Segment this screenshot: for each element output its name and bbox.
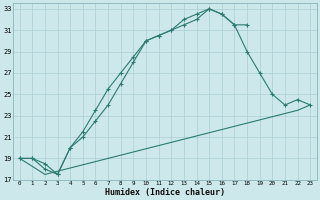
X-axis label: Humidex (Indice chaleur): Humidex (Indice chaleur) — [105, 188, 225, 197]
